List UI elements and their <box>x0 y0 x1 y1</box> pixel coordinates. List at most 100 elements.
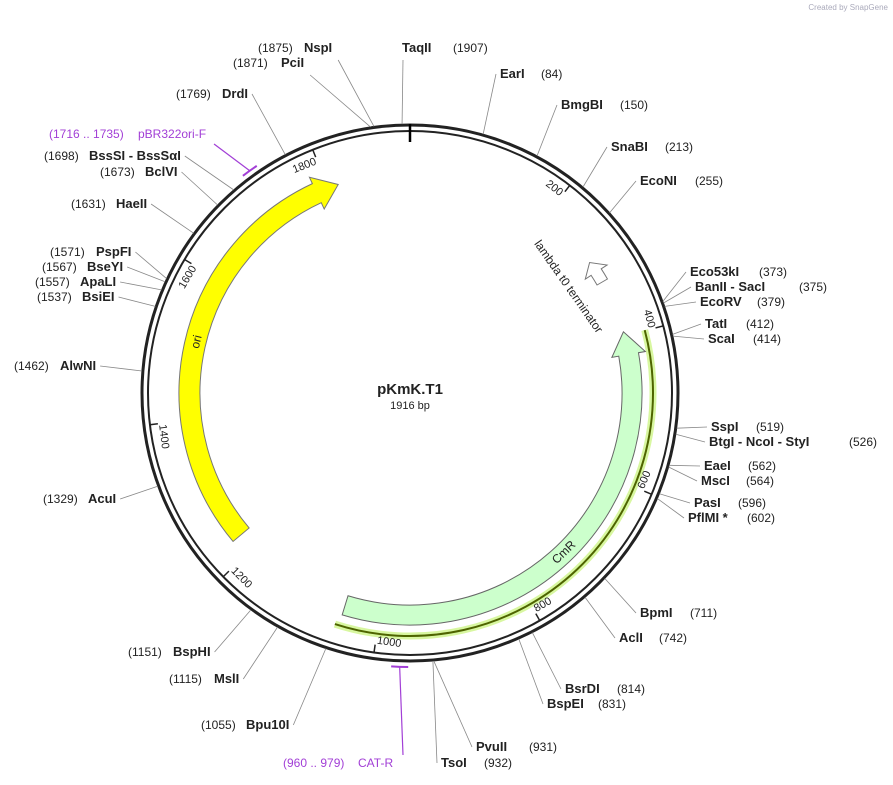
enzyme-leader <box>532 632 562 690</box>
enzyme-name: Bpu10I <box>246 717 289 732</box>
enzyme-name: BmgBI <box>561 97 603 112</box>
enzyme-name: BseYI <box>87 259 123 274</box>
enzyme-site: (602) <box>747 511 775 525</box>
enzyme-site: (519) <box>756 420 784 434</box>
scale-tick <box>564 184 571 193</box>
enzyme-leader <box>482 73 497 135</box>
enzyme-leader <box>582 146 608 188</box>
enzyme-leader <box>135 251 167 279</box>
enzyme-name: AcuI <box>88 491 116 506</box>
scale-tick <box>643 490 652 495</box>
primer-leader <box>213 143 251 172</box>
enzyme-name: HaeII <box>116 196 147 211</box>
enzyme-name: MscI <box>701 473 730 488</box>
watermark: Created by SnapGene <box>808 3 888 12</box>
enzyme-name: BssSI - BssSαI <box>89 148 181 163</box>
enzyme-site: (564) <box>746 474 774 488</box>
enzyme-site: (1673) <box>100 165 135 179</box>
enzyme-site: (150) <box>620 98 648 112</box>
enzyme-leader <box>675 433 706 443</box>
scale-label: 200 <box>543 178 565 199</box>
feature-terminator <box>584 261 609 286</box>
enzyme-site: (1115) <box>169 672 202 686</box>
feature-label: ori <box>188 334 205 350</box>
enzyme-name: DrdI <box>222 86 248 101</box>
enzyme-name: SspI <box>711 419 738 434</box>
enzyme-leader <box>292 648 327 726</box>
enzyme-leader <box>657 498 685 519</box>
enzyme-name: TatI <box>705 316 727 331</box>
feature-ori <box>178 176 339 543</box>
enzyme-leader <box>433 660 473 748</box>
enzyme-site: (526) <box>849 435 877 449</box>
enzyme-site: (742) <box>659 631 687 645</box>
enzyme-site: (84) <box>541 67 562 81</box>
plasmid-name: pKmK.T1 <box>377 381 443 398</box>
enzyme-site: (1698) <box>44 149 79 163</box>
enzyme-site: (1631) <box>71 197 106 211</box>
enzyme-site: (1907) <box>453 41 488 55</box>
enzyme-leader <box>150 203 194 234</box>
enzyme-leader <box>214 609 252 653</box>
primer-arc <box>391 665 409 668</box>
enzyme-leader <box>184 155 234 191</box>
enzyme-leader <box>536 104 558 157</box>
enzyme-site: (1462) <box>14 359 49 373</box>
enzyme-site: (932) <box>484 756 512 770</box>
enzyme-site: (1871) <box>233 56 268 70</box>
enzyme-site: (562) <box>748 459 776 473</box>
enzyme-name: Eco53kI <box>690 264 739 279</box>
enzyme-site: (373) <box>759 265 787 279</box>
enzyme-leader <box>672 323 702 335</box>
enzyme-name: PasI <box>694 495 721 510</box>
enzyme-site: (711) <box>690 606 717 620</box>
enzyme-leader <box>120 485 158 500</box>
enzyme-leader <box>432 661 438 764</box>
enzyme-leader <box>668 466 698 482</box>
enzyme-name: BclVI <box>145 164 178 179</box>
enzyme-site: (1151) <box>128 645 162 659</box>
enzyme-leader <box>604 578 637 614</box>
enzyme-name: BsrDI <box>565 681 600 696</box>
enzyme-name: BspEI <box>547 696 584 711</box>
enzyme-site: (1875) <box>258 41 293 55</box>
enzyme-leader <box>120 281 162 291</box>
enzyme-site: (213) <box>665 140 693 154</box>
primer-name: pBR322ori-F <box>138 127 206 141</box>
enzyme-site: (1537) <box>37 290 72 304</box>
enzyme-name: TsoI <box>441 755 467 770</box>
primer-leader <box>399 666 404 756</box>
scale-tick <box>535 613 541 621</box>
scale-label: 1800 <box>291 156 318 176</box>
plasmid-length: 1916 bp <box>390 400 430 412</box>
enzyme-name: MslI <box>214 671 239 686</box>
enzyme-site: (1557) <box>35 275 70 289</box>
enzyme-name: AlwNI <box>60 358 96 373</box>
enzyme-name: BanII - SacI <box>695 279 765 294</box>
enzyme-name: NspI <box>304 40 332 55</box>
scale-label: 1000 <box>376 635 402 650</box>
enzyme-leader <box>100 365 142 372</box>
feature-label: lambda t0 terminator <box>531 237 606 335</box>
enzyme-site: (414) <box>753 332 781 346</box>
enzyme-site: (1329) <box>43 492 78 506</box>
enzyme-name: PflMI * <box>688 510 729 525</box>
enzyme-leader <box>659 493 691 504</box>
scale-tick <box>312 149 317 158</box>
enzyme-site: (831) <box>598 697 626 711</box>
scale-tick <box>655 325 664 329</box>
orf-line <box>334 329 654 638</box>
enzyme-name: SnaBI <box>611 139 648 154</box>
enzyme-site: (412) <box>746 317 774 331</box>
enzyme-site: (255) <box>695 174 723 188</box>
enzyme-name: BspHI <box>173 644 211 659</box>
scale-tick <box>184 258 192 265</box>
scale-tick <box>222 570 230 578</box>
enzyme-name: EaeI <box>704 458 731 473</box>
enzyme-leader <box>126 266 166 283</box>
enzyme-name: PciI <box>281 55 304 70</box>
enzyme-name: BsiEI <box>82 289 115 304</box>
enzyme-leader <box>242 626 278 680</box>
enzyme-name: EcoNI <box>640 173 677 188</box>
